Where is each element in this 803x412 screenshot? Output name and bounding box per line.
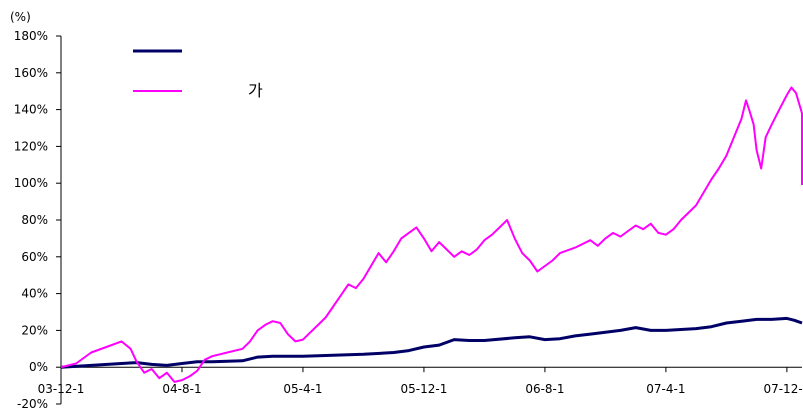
y-tick-label: 80%: [21, 213, 48, 227]
y-tick-label: 60%: [21, 250, 48, 264]
y-tick-label: 100%: [14, 176, 48, 190]
x-tick-label: 06-8-1: [525, 382, 564, 396]
y-tick-label: 140%: [14, 103, 48, 117]
series-line-2: [60, 86, 803, 383]
y-tick-label: -20%: [17, 397, 48, 411]
y-tick-label: 160%: [14, 66, 48, 80]
legend-label-series-2: 가: [248, 81, 263, 100]
series-line-1: [60, 316, 803, 369]
y-tick-label: 180%: [14, 29, 48, 43]
y-tick-label: 120%: [14, 139, 48, 153]
y-tick-label: 20%: [21, 323, 48, 337]
y-tick-label: 0%: [29, 360, 48, 374]
legend: 가: [133, 49, 263, 100]
y-unit-label: (%): [10, 10, 31, 24]
x-tick-label: 07-4-1: [646, 382, 685, 396]
x-tick-label: 05-12-1: [401, 382, 448, 396]
x-tick-label: 07-12-1: [763, 382, 803, 396]
x-tick-label: 05-4-1: [283, 382, 322, 396]
y-tick-label: 40%: [21, 287, 48, 301]
x-axis: 03-12-1 04-8-1 05-4-1 05-12-1 06-8-1 07-4-1 07…: [38, 366, 803, 396]
x-tick-label: 03-12-1: [38, 382, 85, 396]
x-tick-label: 04-8-1: [162, 382, 201, 396]
series-layer: [60, 86, 803, 383]
y-axis: 180% 160% 140% 120% 100% 80% 60% 40% 20% 0% -20%: [14, 29, 62, 411]
